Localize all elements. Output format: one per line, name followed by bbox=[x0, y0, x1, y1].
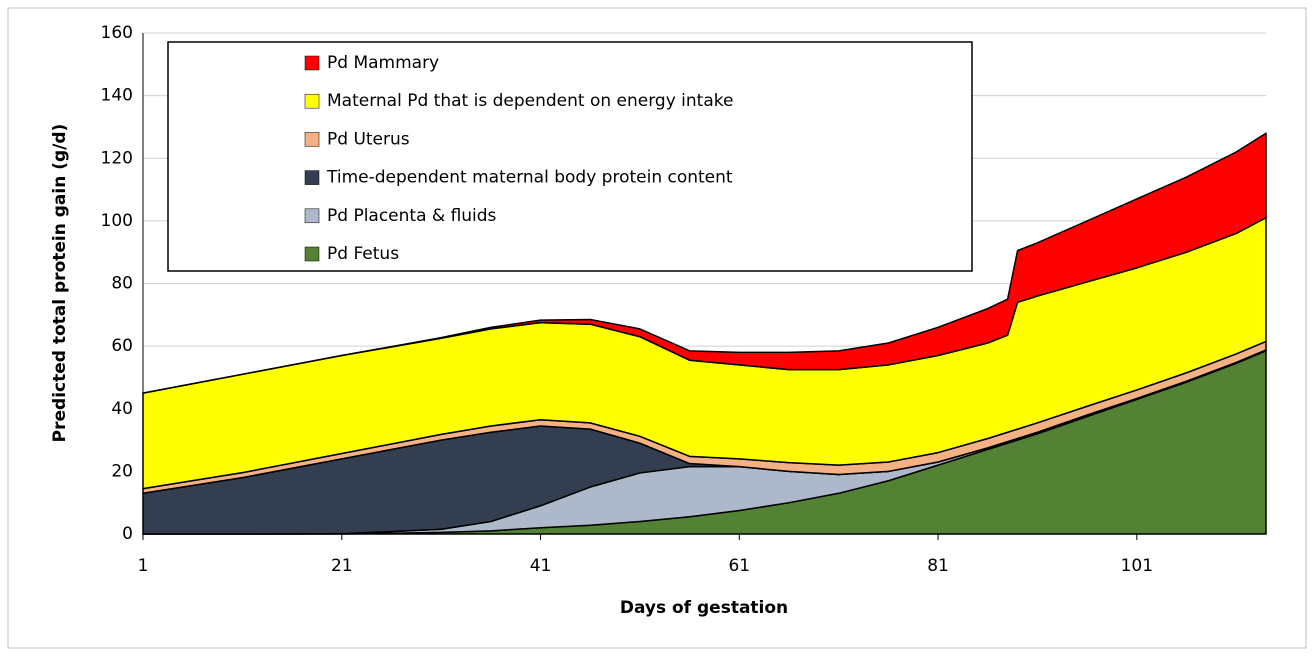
legend-swatch bbox=[304, 208, 320, 224]
y-tick-label: 40 bbox=[111, 399, 133, 419]
area bbox=[142, 132, 1267, 394]
y-tick-label: 160 bbox=[101, 23, 133, 43]
legend-swatch bbox=[304, 246, 320, 262]
legend-swatch bbox=[304, 55, 320, 71]
x-tick-label: 41 bbox=[530, 556, 552, 576]
legend-swatch bbox=[304, 170, 320, 185]
y-tick-label: 0 bbox=[122, 524, 133, 544]
x-tick-label: 21 bbox=[331, 556, 353, 576]
legend-label: Pd Placenta & fluids bbox=[327, 206, 497, 226]
legend-label: Pd Mammary bbox=[327, 53, 439, 73]
x-tick-label: 1 bbox=[138, 556, 149, 576]
legend-swatch bbox=[304, 132, 320, 147]
y-tick-label: 60 bbox=[111, 336, 133, 356]
x-tick-label: 81 bbox=[927, 556, 949, 576]
x-axis-label: Days of gestation bbox=[620, 598, 788, 618]
y-tick-label: 80 bbox=[111, 274, 133, 294]
y-tick-label: 120 bbox=[101, 148, 133, 168]
y-tick-label: 100 bbox=[101, 211, 133, 231]
x-tick-label: 101 bbox=[1121, 556, 1153, 576]
y-axis-label: Predicted total protein gain (g/d) bbox=[50, 124, 70, 443]
legend-swatch bbox=[304, 93, 320, 109]
y-tick-label: 20 bbox=[111, 461, 133, 481]
legend-label: Pd Fetus bbox=[327, 244, 399, 264]
x-tick-label: 61 bbox=[728, 556, 750, 576]
legend-label: Pd Uterus bbox=[327, 129, 410, 149]
legend-box bbox=[167, 41, 973, 272]
legend-label: Time-dependent maternal body protein con… bbox=[326, 168, 733, 188]
legend-label: Maternal Pd that is dependent on energy … bbox=[327, 91, 733, 111]
y-tick-label: 140 bbox=[101, 86, 133, 106]
